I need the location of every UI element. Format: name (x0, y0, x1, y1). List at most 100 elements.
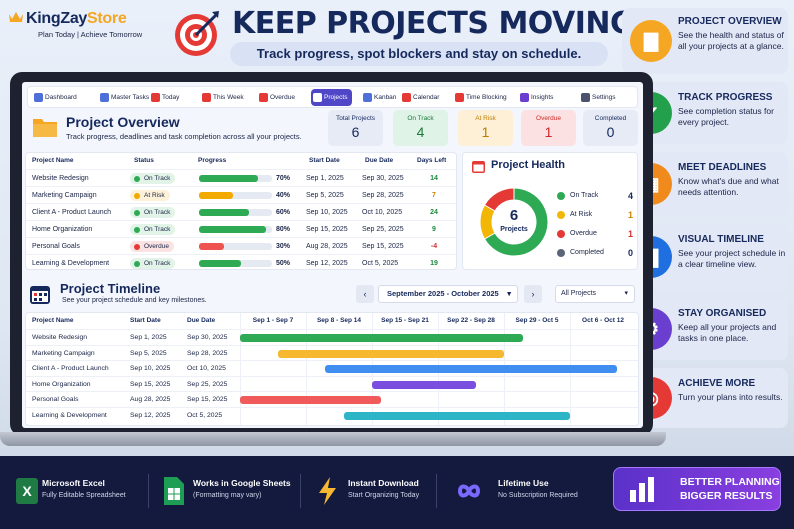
start-date: Sep 12, 2025 (306, 255, 348, 272)
calendar-icon (151, 93, 160, 102)
progress-bar (199, 260, 272, 267)
nav-tab-kanban[interactable]: Kanban (361, 89, 396, 106)
chart-icon (520, 93, 529, 102)
nav-tab-calendar[interactable]: Calendar (400, 89, 439, 106)
status-label: On Track (144, 209, 170, 216)
gantt-bar[interactable] (240, 396, 381, 404)
gantt-row[interactable]: Client A - Product Launch Sep 10, 2025 Oct… (26, 360, 638, 376)
feature-title: VISUAL TIMELINE (678, 234, 764, 245)
nav-tab-label: Insights (531, 94, 553, 101)
progress-bar (199, 226, 272, 233)
home-icon (34, 93, 43, 102)
nav-tab-projects[interactable]: Projects (311, 89, 352, 106)
bar-chart-icon (626, 474, 658, 506)
due-date: Sep 15, 2025 (187, 392, 227, 407)
nav-tab-dashboard[interactable]: Dashboard (32, 89, 77, 106)
status-badge: At Risk (130, 190, 170, 201)
bottom-feature-title: Lifetime Use (498, 478, 549, 488)
week-label: Oct 6 - Oct 12 (570, 313, 636, 329)
nav-tab-this-week[interactable]: This Week (200, 89, 244, 106)
sheets-icon (160, 476, 190, 506)
gantt-bar[interactable] (325, 365, 617, 373)
due-date: Sep 28, 2025 (362, 187, 404, 204)
project-name: Personal Goals (32, 392, 78, 407)
days-left: -4 (422, 238, 446, 255)
cta-button[interactable]: BETTER PLANNING BIGGER RESULTS (613, 467, 781, 511)
nav-tab-insights[interactable]: Insights (518, 89, 553, 106)
legend-label: Completed (570, 246, 604, 260)
stat-value: 6 (328, 124, 383, 140)
table-row[interactable]: Learning & Development On Track 50% Sep 12,… (26, 254, 456, 271)
bottom-feature-title: Works in Google Sheets (193, 478, 291, 488)
start-date: Aug 28, 2025 (130, 392, 170, 407)
days-left: 24 (422, 204, 446, 221)
brand-name: KingZayStore (26, 10, 126, 28)
nav-tab-label: Time Blocking (466, 94, 507, 101)
project-filter-select[interactable]: All Projects ▾ (555, 285, 635, 303)
project-name: Client A - Product Launch (32, 361, 109, 376)
prev-range-button[interactable]: ‹ (356, 285, 374, 303)
gantt-bar[interactable] (372, 381, 476, 389)
bottom-feature-desc: Fully Editable Spreadsheet (42, 492, 126, 499)
due-date: Oct 5, 2025 (187, 408, 222, 423)
progress-bar (199, 192, 272, 199)
stat-label: Total Projects (328, 115, 383, 122)
date-range-label: September 2025 - October 2025 (387, 289, 499, 298)
table-row[interactable]: Website Redesign On Track 70% Sep 1, 2025 Se… (26, 169, 456, 186)
folder-icon (32, 116, 58, 138)
stat-card: Total Projects 6 (328, 110, 383, 146)
table-row[interactable]: Marketing Campaign At Risk 40% Sep 5, 2025 S… (26, 186, 456, 203)
separator (436, 474, 437, 508)
start-date: Sep 1, 2025 (306, 170, 344, 187)
gantt-row[interactable]: Website Redesign Sep 1, 2025 Sep 30, 2025 (26, 329, 638, 345)
nav-tab-time-blocking[interactable]: Time Blocking (453, 89, 507, 106)
status-dot (134, 261, 140, 267)
stat-card: Completed 0 (583, 110, 638, 146)
table-row[interactable]: Home Organization On Track 80% Sep 15, 2025… (26, 220, 456, 237)
week-label: Sep 22 - Sep 28 (438, 313, 504, 329)
stat-label: Overdue (521, 115, 576, 122)
stat-card: On Track 4 (393, 110, 448, 146)
date-range-select[interactable]: September 2025 - October 2025 ▾ (378, 285, 518, 303)
project-filter-label: All Projects (561, 290, 596, 297)
gantt-row[interactable]: Personal Goals Aug 28, 2025 Sep 15, 2025 (26, 391, 638, 407)
table-row[interactable]: Client A - Product Launch On Track 60% Sep … (26, 203, 456, 220)
nav-tab-master-tasks[interactable]: Master Tasks (98, 89, 149, 106)
table-header: Status (134, 153, 154, 169)
gantt-bar[interactable] (240, 334, 523, 342)
progress-fill (199, 192, 233, 199)
gantt-row[interactable]: Marketing Campaign Sep 5, 2025 Sep 28, 202… (26, 345, 638, 361)
gantt-row[interactable]: Learning & Development Sep 12, 2025 Oct 5,… (26, 407, 638, 423)
due-date: Sep 30, 2025 (187, 330, 227, 345)
next-range-button[interactable]: › (524, 285, 542, 303)
progress-fill (199, 243, 224, 250)
status-badge: On Track (130, 224, 175, 235)
nav-tab-today[interactable]: Today (149, 89, 179, 106)
nav-tab-label: Projects (324, 94, 347, 101)
clock-icon (259, 93, 268, 102)
gantt-row[interactable]: Home Organization Sep 15, 2025 Sep 25, 202… (26, 376, 638, 392)
gantt-bar[interactable] (278, 350, 504, 358)
feature-desc: Keep all your projects and tasks in one … (678, 322, 786, 343)
project-name: Website Redesign (32, 330, 87, 345)
status-badge: On Track (130, 207, 175, 218)
stat-value: 0 (583, 124, 638, 140)
brand-tagline: Plan Today | Achieve Tomorrow (38, 30, 142, 39)
days-left: 14 (422, 170, 446, 187)
gantt-bar[interactable] (344, 412, 570, 420)
days-left: 7 (422, 187, 446, 204)
start-date: Sep 5, 2025 (306, 187, 344, 204)
progress-fill (199, 226, 266, 233)
project-name: Learning & Development (32, 255, 109, 272)
nav-tab-settings[interactable]: Settings (579, 89, 616, 106)
table-row[interactable]: Personal Goals Overdue 30% Aug 28, 2025 Sep … (26, 237, 456, 254)
project-name: Home Organization (32, 377, 91, 392)
progress-bar (199, 209, 272, 216)
stat-label: At Risk (458, 115, 513, 122)
nav-tab-overdue[interactable]: Overdue (257, 89, 295, 106)
feature-desc: Turn your plans into results. (678, 392, 786, 403)
target-icon (172, 8, 222, 58)
start-date: Sep 15, 2025 (130, 377, 170, 392)
table-header: Start Date (309, 153, 340, 169)
nav-tab-label: Today (162, 94, 179, 101)
